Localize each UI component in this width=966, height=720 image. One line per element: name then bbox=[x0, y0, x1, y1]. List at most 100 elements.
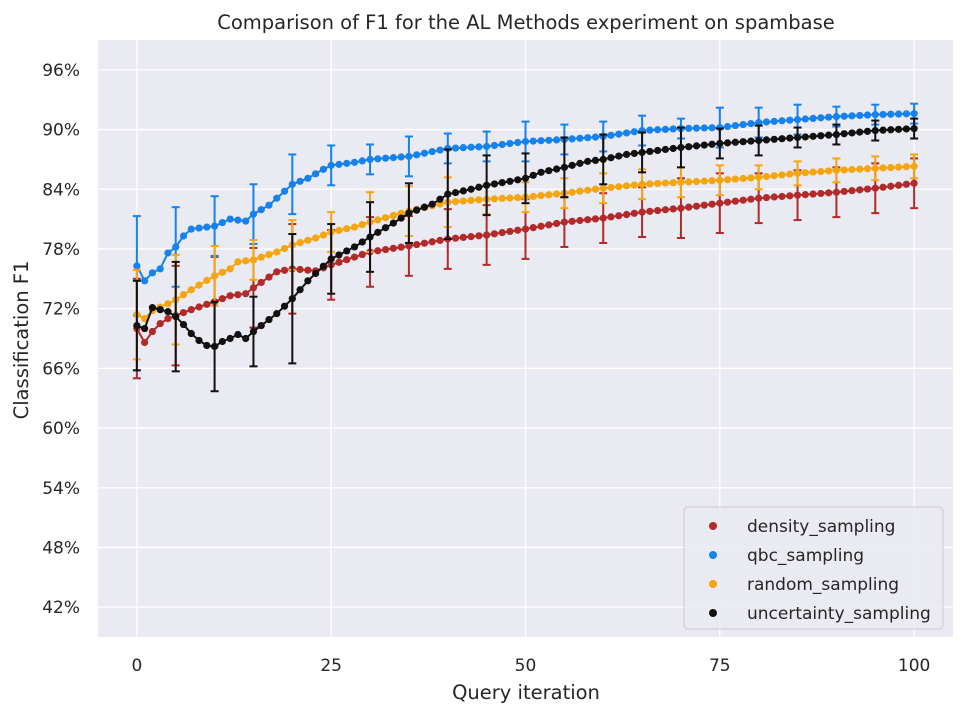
y-tick-label: 54% bbox=[42, 479, 80, 499]
data-point bbox=[218, 268, 226, 276]
data-point bbox=[700, 141, 708, 149]
legend-label: random_sampling bbox=[747, 575, 899, 595]
data-point bbox=[249, 327, 258, 336]
y-axis-label: Classification F1 bbox=[10, 261, 33, 420]
data-point bbox=[692, 177, 701, 186]
data-point bbox=[257, 253, 265, 261]
data-point bbox=[358, 238, 366, 246]
data-point bbox=[156, 319, 164, 328]
data-point bbox=[350, 253, 359, 261]
data-point bbox=[731, 138, 739, 146]
data-point bbox=[265, 250, 273, 259]
data-point bbox=[210, 272, 219, 280]
data-point bbox=[739, 120, 747, 129]
data-point bbox=[451, 144, 460, 152]
data-point bbox=[809, 114, 817, 123]
data-point bbox=[716, 139, 724, 148]
data-point bbox=[195, 281, 203, 289]
data-point bbox=[529, 192, 537, 201]
data-point bbox=[366, 233, 374, 241]
data-point bbox=[646, 126, 654, 134]
data-point bbox=[327, 255, 335, 263]
data-point bbox=[156, 306, 164, 314]
data-point bbox=[762, 118, 771, 126]
data-point bbox=[910, 124, 918, 133]
data-point bbox=[172, 243, 180, 251]
data-point bbox=[218, 218, 226, 227]
data-point bbox=[568, 161, 576, 169]
data-point bbox=[762, 136, 771, 144]
data-point bbox=[514, 226, 522, 234]
data-point bbox=[420, 149, 429, 157]
x-tick-label: 75 bbox=[709, 656, 731, 676]
data-point bbox=[568, 188, 576, 196]
data-point bbox=[646, 207, 654, 215]
data-point bbox=[646, 180, 654, 188]
data-point bbox=[413, 151, 421, 159]
data-point bbox=[521, 137, 530, 146]
data-point bbox=[747, 195, 755, 203]
data-point bbox=[654, 146, 662, 155]
y-tick-label: 60% bbox=[42, 419, 80, 439]
data-point bbox=[700, 124, 708, 132]
data-point bbox=[770, 193, 778, 201]
y-tick-label: 66% bbox=[42, 359, 80, 379]
data-point bbox=[335, 258, 343, 266]
data-point bbox=[304, 236, 312, 244]
data-point bbox=[801, 191, 809, 199]
chart-title: Comparison of F1 for the AL Methods expe… bbox=[217, 11, 835, 34]
data-point bbox=[148, 304, 157, 312]
data-point bbox=[374, 155, 382, 163]
data-point bbox=[863, 165, 872, 173]
y-tick-label: 90% bbox=[42, 121, 80, 141]
data-point bbox=[801, 133, 809, 141]
legend-marker bbox=[709, 522, 717, 530]
data-point bbox=[599, 155, 607, 163]
data-point bbox=[203, 341, 211, 350]
y-tick-label: 78% bbox=[42, 240, 80, 260]
data-point bbox=[848, 112, 856, 120]
data-point bbox=[467, 143, 475, 151]
data-point bbox=[863, 185, 872, 193]
data-point bbox=[304, 266, 312, 274]
data-point bbox=[451, 188, 460, 197]
data-point bbox=[723, 122, 732, 131]
data-point bbox=[825, 189, 833, 197]
data-point bbox=[133, 262, 141, 270]
data-point bbox=[817, 114, 825, 122]
data-point bbox=[405, 242, 413, 250]
legend-marker bbox=[709, 580, 717, 588]
data-point bbox=[343, 225, 351, 233]
data-point bbox=[280, 244, 289, 253]
data-point bbox=[871, 111, 879, 119]
data-point bbox=[832, 188, 841, 196]
data-point bbox=[817, 189, 825, 198]
data-point bbox=[887, 110, 895, 118]
data-point bbox=[242, 290, 250, 298]
data-point bbox=[723, 139, 732, 147]
data-point bbox=[576, 187, 584, 195]
data-point bbox=[817, 132, 825, 140]
data-point bbox=[483, 142, 491, 151]
data-point bbox=[832, 130, 841, 139]
data-point bbox=[296, 239, 304, 247]
data-point bbox=[615, 130, 623, 138]
data-point bbox=[413, 240, 421, 249]
data-point bbox=[708, 140, 716, 148]
data-point bbox=[537, 168, 545, 176]
data-point bbox=[545, 136, 553, 144]
data-point bbox=[257, 206, 265, 214]
data-point bbox=[591, 133, 600, 141]
data-point bbox=[902, 180, 910, 188]
data-point bbox=[552, 190, 561, 198]
data-point bbox=[226, 334, 234, 343]
data-point bbox=[700, 201, 708, 209]
data-series bbox=[132, 102, 919, 393]
data-point bbox=[506, 194, 514, 202]
data-point bbox=[475, 143, 483, 151]
data-point bbox=[894, 163, 903, 171]
data-point bbox=[825, 167, 833, 175]
data-point bbox=[459, 144, 467, 152]
data-point bbox=[312, 269, 320, 278]
data-point bbox=[451, 234, 460, 242]
